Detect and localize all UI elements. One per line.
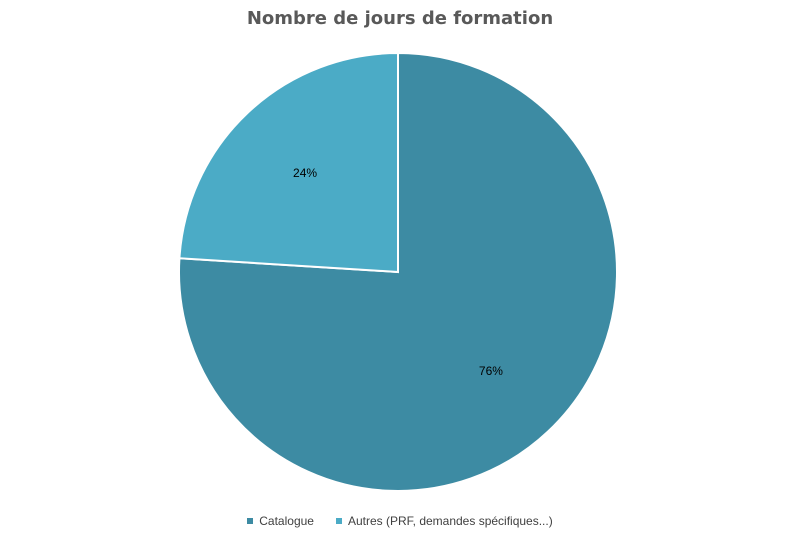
legend-swatch-catalogue xyxy=(247,518,254,524)
legend-swatch-autres xyxy=(335,518,342,524)
legend-item-autres: Autres (PRF, demandes spécifiques...) xyxy=(335,514,553,528)
slice-label-0: 76% xyxy=(479,364,503,378)
legend: Catalogue Autres (PRF, demandes spécifiq… xyxy=(0,514,800,528)
legend-label-autres: Autres (PRF, demandes spécifiques...) xyxy=(347,514,553,528)
legend-label-catalogue: Catalogue xyxy=(259,514,314,528)
legend-item-catalogue: Catalogue xyxy=(247,514,314,528)
pie-slice-1 xyxy=(178,51,399,274)
slice-label-1: 24% xyxy=(293,166,317,180)
chart-title: Nombre de jours de formation xyxy=(246,8,554,29)
